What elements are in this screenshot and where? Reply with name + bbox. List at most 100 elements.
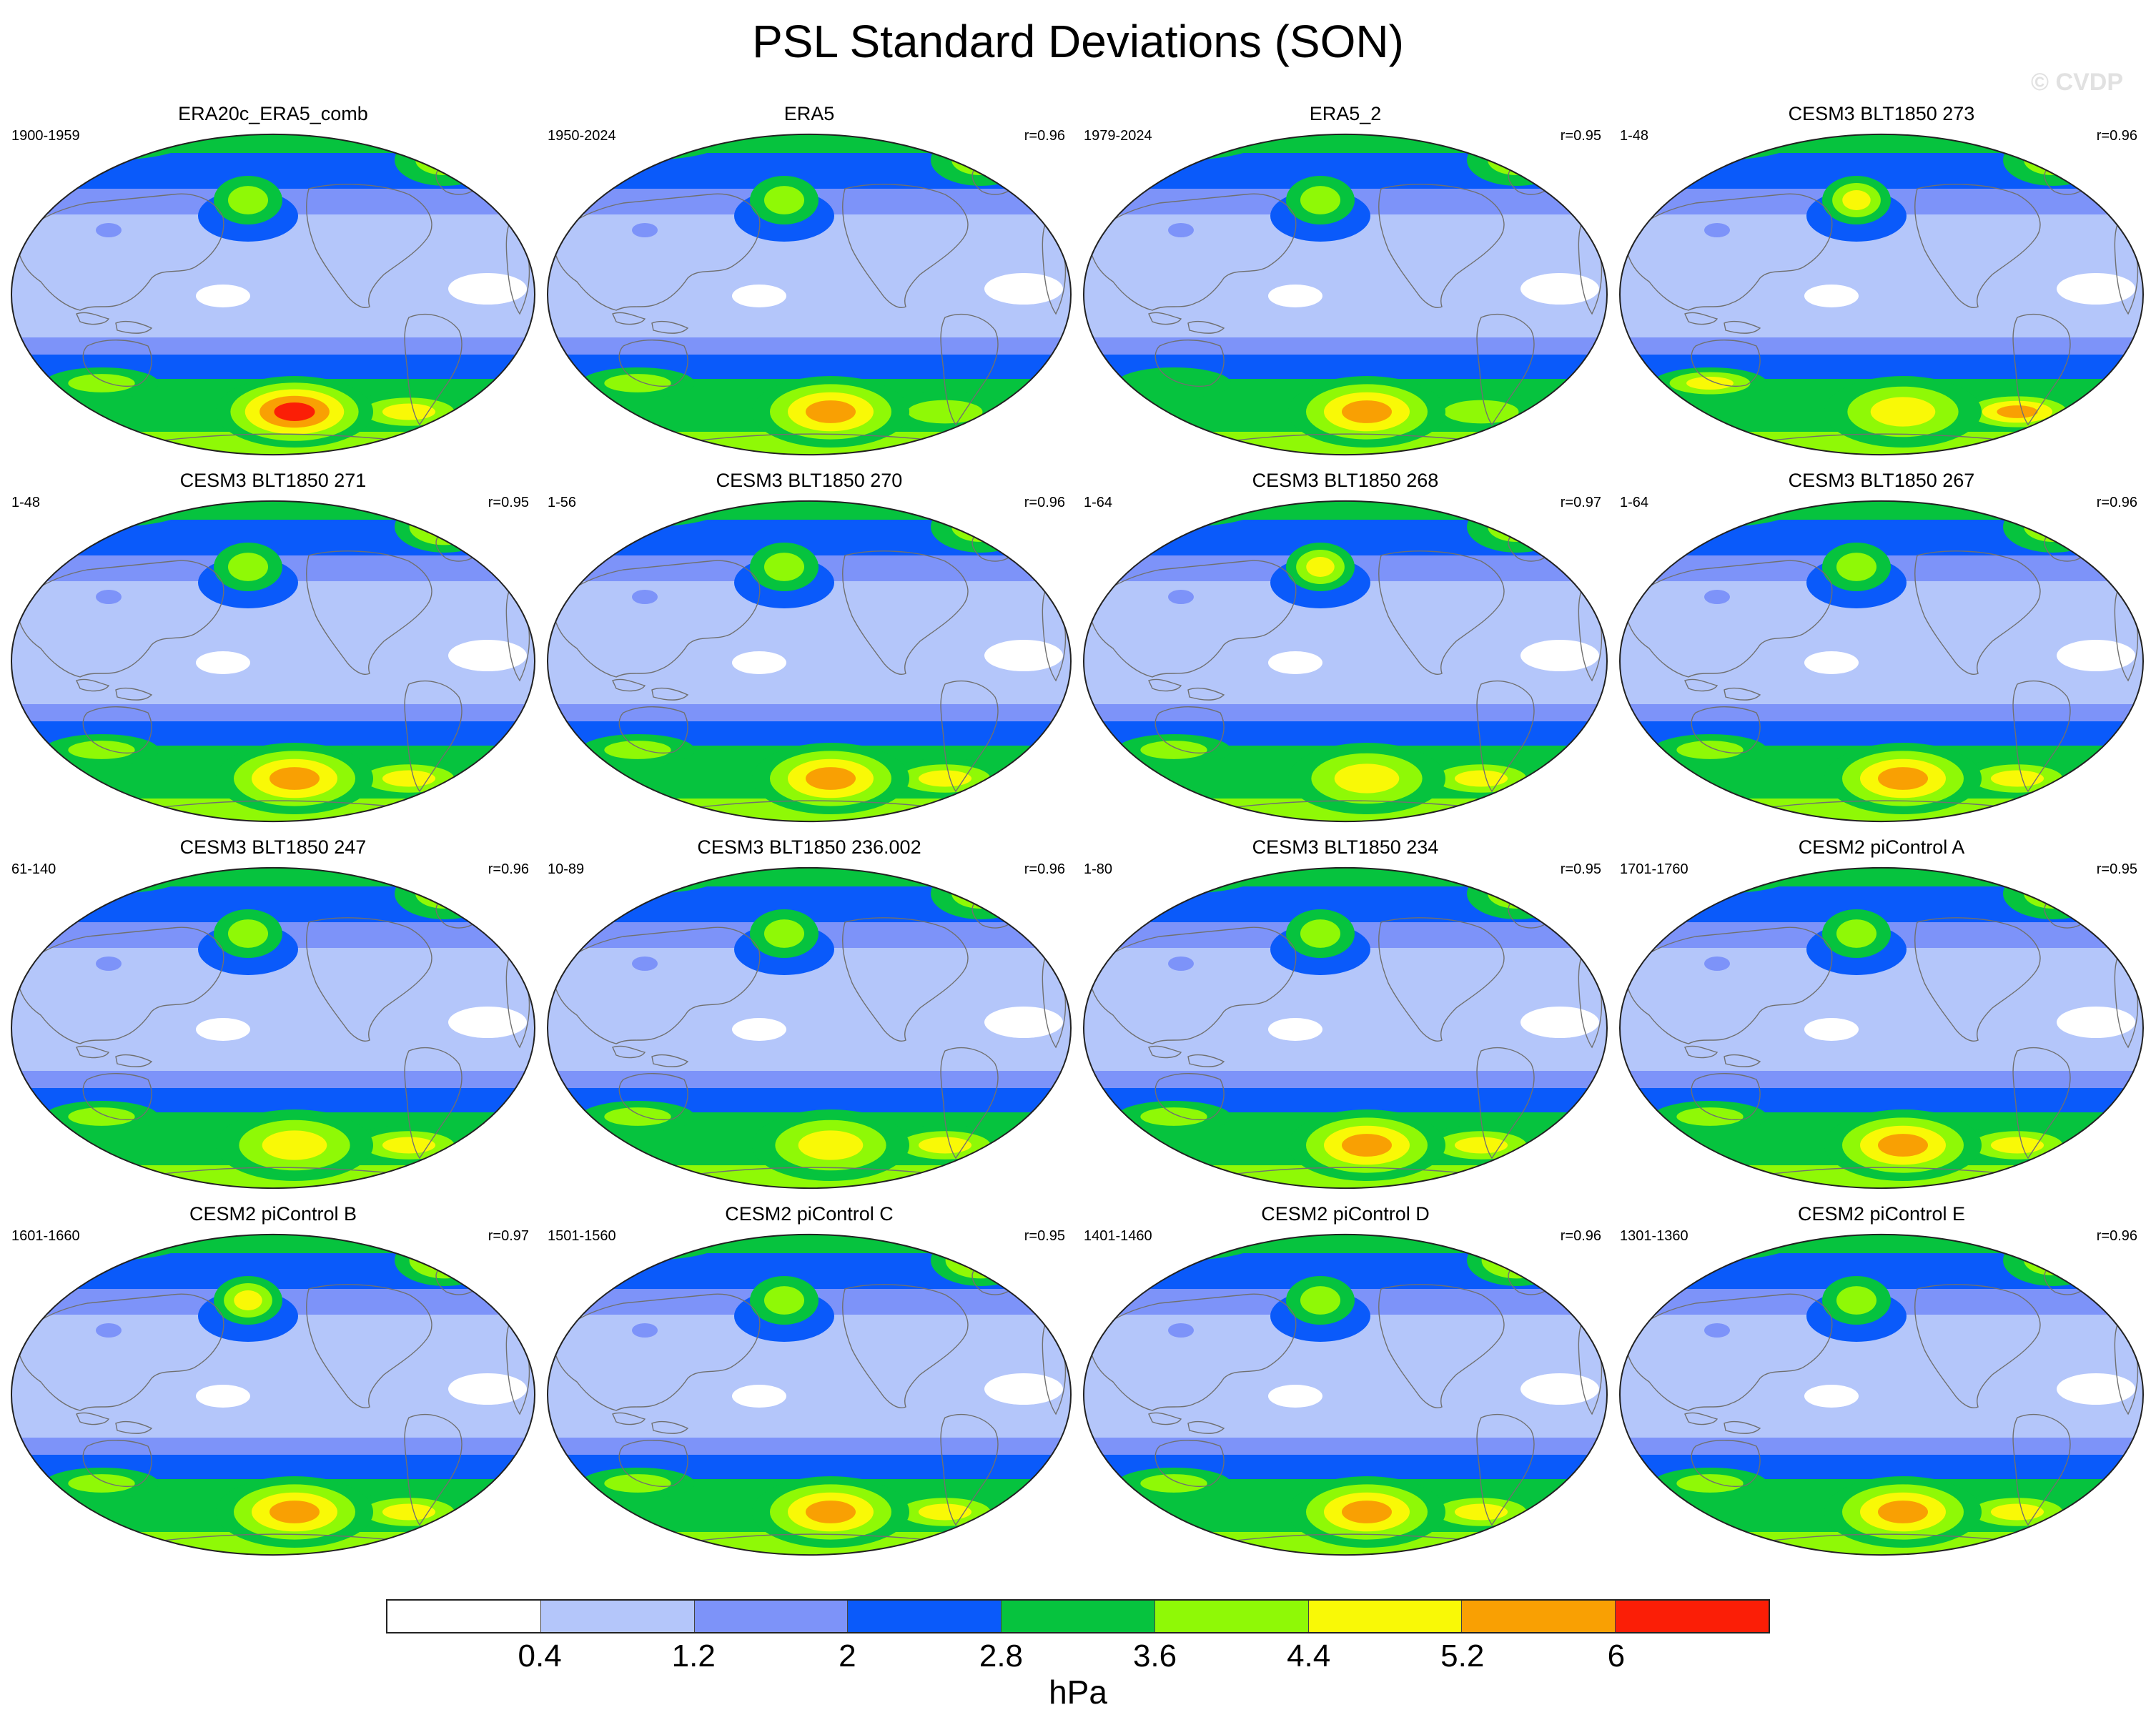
atlantic-blob-level-4.4 bbox=[424, 1250, 465, 1271]
panel-years: 1401-1460 bbox=[1084, 1228, 1152, 1244]
tropical-min-east bbox=[448, 1007, 527, 1038]
colorbar-box-8 bbox=[1616, 1601, 1769, 1632]
arctic-blob-west-level-3.6 bbox=[1661, 1234, 1773, 1255]
tropical-min-east bbox=[1520, 1373, 1599, 1405]
arctic-blob-west-level-2.8 bbox=[1638, 500, 1796, 527]
map-border bbox=[10, 500, 536, 822]
colorbar-box-1 bbox=[540, 1601, 695, 1632]
amundsen-sea-blob-level-4.4 bbox=[1334, 763, 1400, 794]
atlantic-blob-level-2.8 bbox=[931, 134, 1031, 186]
tropical-min-central bbox=[1804, 1385, 1859, 1408]
sh-indian-blob-level-3.6 bbox=[1140, 1107, 1207, 1126]
atlantic-blob-level-3.6 bbox=[951, 512, 1010, 542]
sh-atlantic-blob-level-4.4 bbox=[918, 1137, 972, 1154]
coastline-2 bbox=[651, 687, 689, 701]
sh-atlantic-blob-level-4.4 bbox=[1990, 1503, 2044, 1521]
atlantic-blob-level-3.6 bbox=[2024, 512, 2082, 542]
coastline-4 bbox=[842, 184, 969, 308]
amundsen-sea-blob-level-4.4 bbox=[798, 1130, 864, 1160]
amundsen-sea-blob-level-4.4 bbox=[1870, 397, 1936, 427]
tibet-patch bbox=[96, 1323, 122, 1338]
coastline-5 bbox=[940, 313, 999, 426]
atlantic-blob-level-4.4 bbox=[424, 516, 465, 538]
coastline-2 bbox=[1187, 687, 1225, 701]
coastline-3 bbox=[1154, 1440, 1225, 1487]
amundsen-sea-blob-level-5.2 bbox=[270, 1501, 320, 1523]
map-svg bbox=[1082, 1234, 1608, 1556]
coastline-5 bbox=[1476, 1047, 1535, 1160]
map-panel: CESM2 piControl E 1301-1360 r=0.96 bbox=[1617, 1202, 2146, 1559]
coastline-0 bbox=[1087, 926, 1297, 1044]
tropical-min-east bbox=[448, 273, 527, 305]
atlantic-blob-level-4.4 bbox=[960, 1250, 1002, 1271]
map-panel: CESM2 piControl C 1501-1560 r=0.95 bbox=[545, 1202, 1074, 1559]
coastline-2 bbox=[651, 320, 689, 334]
colorbar-unit-label: hPa bbox=[1049, 1674, 1107, 1711]
map-svg bbox=[546, 134, 1072, 455]
atlantic-blob-level-3.6 bbox=[2024, 879, 2082, 909]
panel-correlation: r=0.96 bbox=[488, 861, 529, 877]
coastline-4 bbox=[306, 184, 432, 308]
atlantic-blob-level-3.6 bbox=[1488, 879, 1546, 909]
tropical-min-east bbox=[448, 1373, 527, 1405]
arctic-blob-west-level-3.6 bbox=[1134, 134, 1227, 153]
sh-indian-blob-level-3.6 bbox=[1676, 1107, 1744, 1126]
coastline-5 bbox=[940, 1413, 999, 1526]
coastline-5 bbox=[2012, 313, 2071, 426]
coastline-3 bbox=[1691, 1073, 1761, 1120]
coastlines bbox=[1623, 168, 2139, 448]
sh-indian-blob-level-3.6 bbox=[604, 1107, 671, 1126]
coastline-2 bbox=[1724, 1420, 1761, 1434]
amundsen-sea-blob-level-5.2 bbox=[1342, 1501, 1392, 1523]
map-panel: CESM2 piControl D 1401-1460 r=0.96 bbox=[1081, 1202, 1610, 1559]
coastline-1 bbox=[1148, 678, 1182, 692]
amundsen-sea-blob-level-5.2 bbox=[806, 1501, 856, 1523]
coastline-1 bbox=[1684, 1412, 1719, 1425]
tropical-min-central bbox=[732, 1385, 786, 1408]
tropical-min-east bbox=[2057, 640, 2135, 671]
cvdp-watermark: © CVDP bbox=[2031, 69, 2123, 96]
arctic-blob-west-level-4.4 bbox=[76, 867, 142, 883]
panel-years: 1601-1660 bbox=[11, 1228, 80, 1244]
colorbar-tick-label: 0.4 bbox=[518, 1638, 562, 1674]
atlantic-blob-level-2.8 bbox=[395, 134, 495, 186]
map-svg bbox=[1082, 867, 1608, 1189]
amundsen-sea-blob-level-5.2 bbox=[1342, 400, 1392, 423]
tibet-patch bbox=[1704, 1323, 1730, 1338]
tibet-patch bbox=[1704, 223, 1730, 237]
tibet-patch bbox=[1168, 1323, 1194, 1338]
coastline-3 bbox=[618, 1440, 688, 1487]
arctic-blob-west-level-2.8 bbox=[566, 500, 723, 527]
sh-atlantic-blob-level-4.4 bbox=[918, 770, 972, 787]
arctic-blob-west-level-4.4 bbox=[612, 500, 678, 516]
coastline-4 bbox=[306, 917, 432, 1042]
tropical-min-east bbox=[2057, 273, 2135, 305]
panel-title: CESM3 BLT1850 236.002 bbox=[697, 836, 921, 858]
coastline-5 bbox=[1476, 313, 1535, 426]
map-svg bbox=[10, 1234, 536, 1556]
coastline-5 bbox=[940, 1047, 999, 1160]
npac-blob-level-4.4 bbox=[1306, 557, 1335, 577]
tropical-min-central bbox=[732, 651, 786, 674]
coastline-1 bbox=[76, 1412, 110, 1425]
tropical-min-central bbox=[1268, 1385, 1322, 1408]
atlantic-blob-level-2.8 bbox=[1467, 501, 1567, 553]
tibet-patch bbox=[1168, 957, 1194, 971]
tibet-patch bbox=[1168, 223, 1194, 237]
coastline-2 bbox=[1187, 1054, 1225, 1067]
arctic-blob-west-level-4.4 bbox=[1148, 1234, 1214, 1250]
amundsen-sea-blob-level-5.2 bbox=[1878, 767, 1928, 790]
colorbar-box-5 bbox=[1154, 1601, 1309, 1632]
map-border bbox=[1618, 134, 2145, 455]
panel-years: 1-48 bbox=[1620, 128, 1649, 144]
coastline-1 bbox=[612, 1045, 646, 1059]
map-panel: CESM2 piControl B 1601-1660 r=0.97 bbox=[9, 1202, 538, 1559]
arctic-blob-west-level-3.6 bbox=[1661, 134, 1773, 155]
colorbar-box-6 bbox=[1308, 1601, 1463, 1632]
arctic-blob-west-level-3.6 bbox=[589, 1234, 701, 1255]
arctic-blob-west-level-4.4 bbox=[76, 500, 142, 516]
coastline-0 bbox=[551, 193, 761, 311]
map-svg bbox=[1618, 500, 2145, 822]
tropical-min-east bbox=[1520, 640, 1599, 671]
coastline-5 bbox=[2012, 680, 2071, 793]
